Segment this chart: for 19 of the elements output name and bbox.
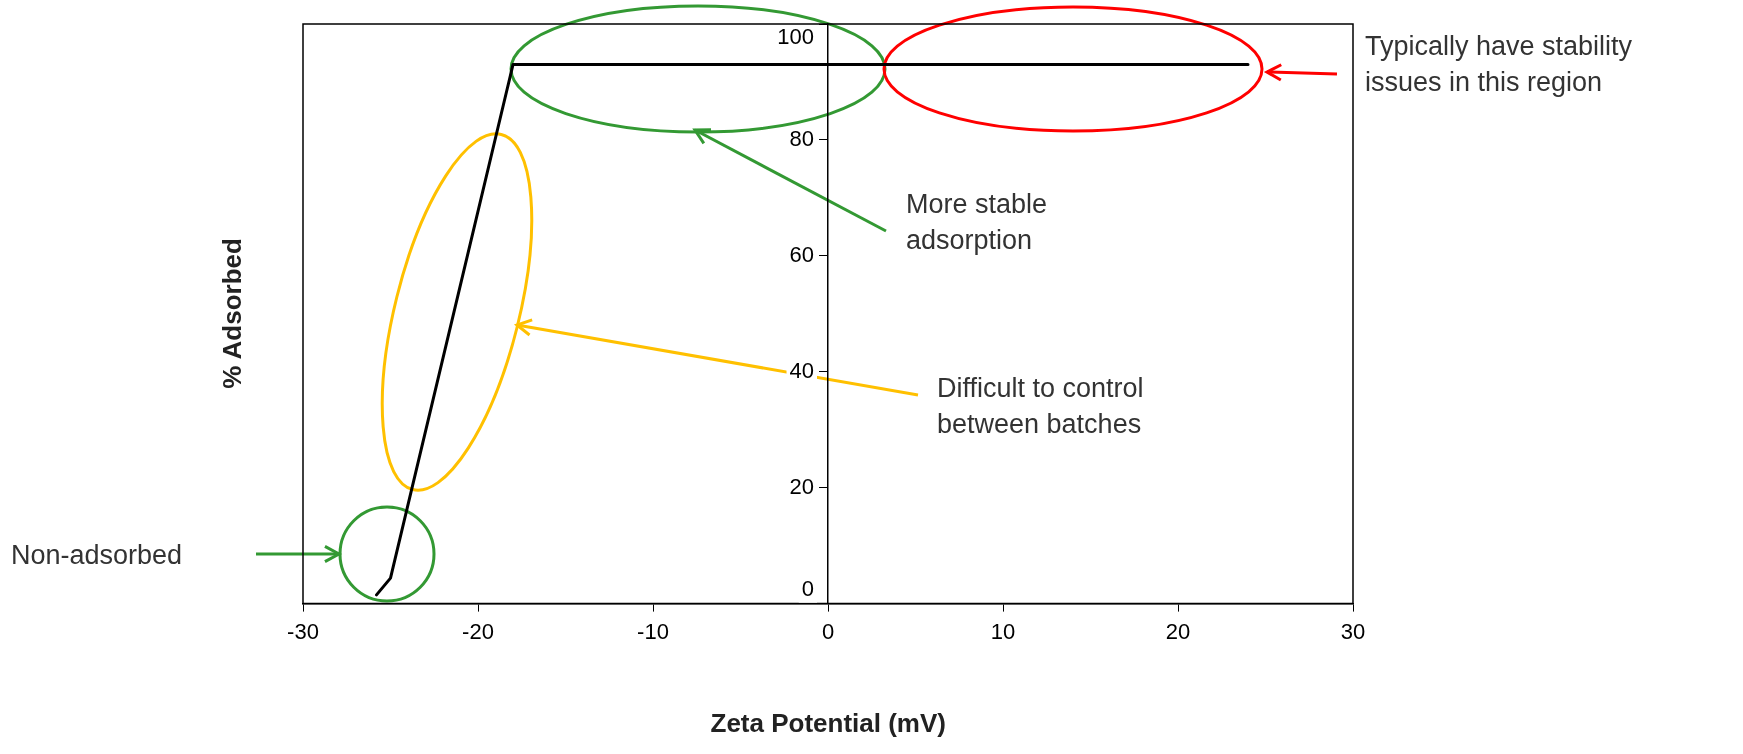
y-tick-label: 0 [801,575,814,601]
x-tick-label: -20 [462,618,494,644]
x-tick-label: 0 [821,618,835,644]
y-tick-label: 20 [789,473,814,499]
text: Non-adsorbed [11,539,184,572]
y-axis-title: % Adsorbed [216,238,248,390]
y-tick-label: 60 [789,241,814,267]
y-tick-label: 40 [789,357,814,383]
annotation: Difficult to control between batches [937,372,1145,442]
y-tick-label: 80 [789,125,814,151]
x-axis-title: Zeta Potential (mV) [710,708,946,739]
y-tick-label: 100 [777,24,814,50]
text: Typically have stability issues in this region [1365,30,1634,100]
annotation: More stable adsorption [906,188,1049,258]
x-tick-label: -10 [637,618,669,644]
x-tick-label: 10 [990,618,1016,644]
x-tick-label: -30 [287,618,319,644]
x-tick-label: 30 [1340,618,1366,644]
x-tick-label: 20 [1165,618,1191,644]
